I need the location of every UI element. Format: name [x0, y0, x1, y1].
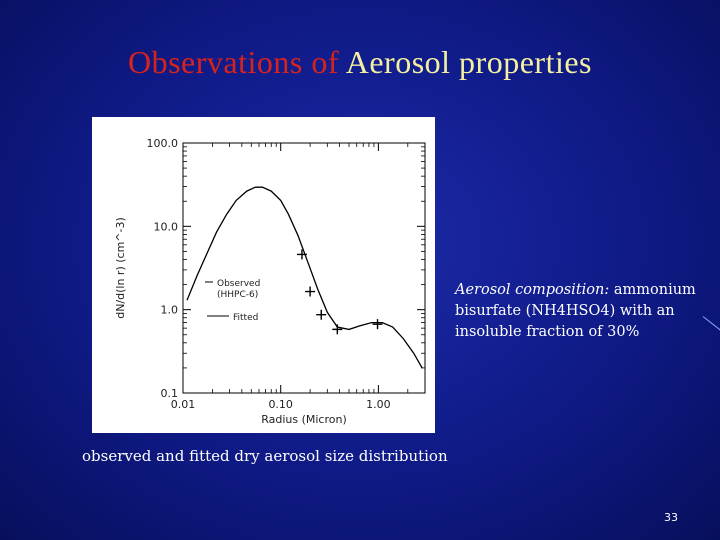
- x-tick-label: 0.01: [171, 398, 196, 411]
- y-tick-label: 0.1: [161, 387, 179, 400]
- observed-point: [332, 324, 343, 335]
- x-tick-label: 0.10: [268, 398, 293, 411]
- page-number: 33: [664, 511, 678, 524]
- observed-point: [296, 249, 307, 260]
- x-tick-label: 1.00: [366, 398, 391, 411]
- y-tick-label: 100.0: [147, 137, 179, 150]
- observed-point: [305, 286, 316, 297]
- aerosol-composition-text: Aerosol composition: ammonium bisurfate …: [455, 280, 705, 343]
- slide-title: Observations of Aerosol properties: [0, 44, 720, 81]
- x-axis-label: Radius (Micron): [261, 413, 347, 426]
- y-tick-label: 1.0: [161, 304, 179, 317]
- legend-observed-label: Observed: [217, 279, 260, 289]
- title-part-observations: Observations of: [127, 44, 339, 80]
- chart-svg: 0.1 1.0 10.0 100.0 0.01 0.10 1.00 Radius (Micro…: [114, 137, 426, 426]
- legend-fitted-label: Fitted: [233, 313, 258, 323]
- plot-frame: [182, 142, 426, 394]
- composition-lead: Aerosol composition:: [455, 282, 610, 298]
- legend-observed-label-sub: (HHPC-6): [217, 290, 258, 300]
- chart-caption: observed and fitted dry aerosol size dis…: [82, 447, 448, 465]
- y-axis-label: dN/d(ln r) (cm^-3): [114, 217, 127, 319]
- observed-point: [316, 309, 327, 320]
- observed-point: [372, 319, 383, 330]
- composition-description: ammonium bisurfate (NH4HSO4) with an ins…: [455, 282, 696, 340]
- size-distribution-chart: 0.1 1.0 10.0 100.0 0.01 0.10 1.00 Radius (Micro…: [92, 117, 435, 433]
- title-part-aerosol: Aerosol properties: [345, 44, 592, 80]
- y-tick-label: 10.0: [154, 220, 179, 233]
- fitted-curve: [186, 186, 423, 369]
- decorative-line: [702, 316, 720, 331]
